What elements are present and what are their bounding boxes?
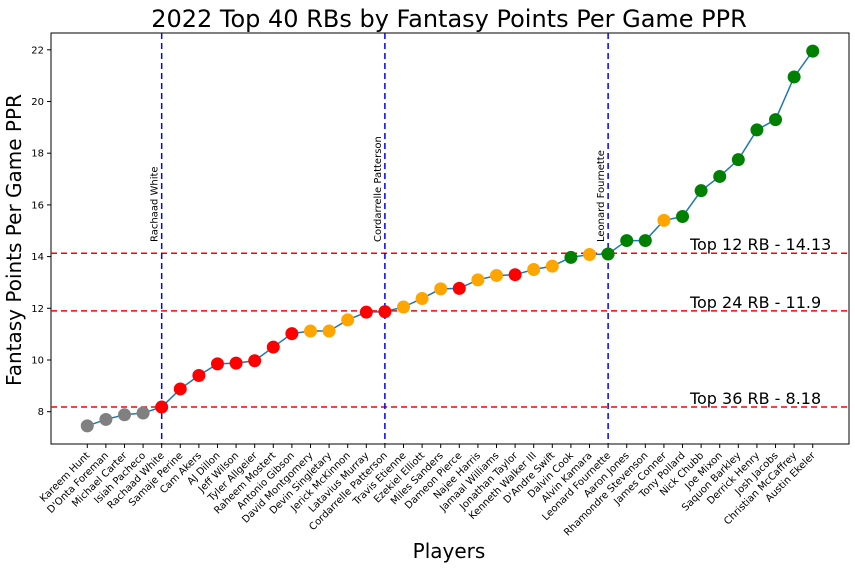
threshold-label: Top 24 RB - 11.9: [689, 293, 821, 312]
data-point: [303, 324, 317, 338]
data-point: [359, 305, 373, 319]
data-point: [341, 313, 355, 327]
y-tick-label: 18: [31, 149, 44, 160]
y-tick-label: 12: [31, 304, 44, 315]
data-point: [787, 70, 801, 84]
y-tick-label: 22: [31, 45, 44, 56]
data-point: [713, 169, 727, 183]
data-point: [322, 324, 336, 338]
data-point: [545, 259, 559, 273]
threshold-label: Top 12 RB - 14.13: [689, 235, 831, 254]
data-point: [378, 305, 392, 319]
data-point: [620, 234, 634, 248]
series-line: [87, 50, 814, 427]
marker-label: Leonard Fournette: [596, 150, 607, 242]
y-tick-label: 8: [38, 407, 44, 418]
y-tick-label: 10: [31, 355, 44, 366]
data-point: [750, 123, 764, 137]
data-point: [229, 356, 243, 370]
data-point: [508, 268, 522, 282]
data-point: [266, 340, 280, 354]
data-point: [80, 419, 94, 433]
data-point: [694, 184, 708, 198]
y-tick-label: 16: [31, 200, 44, 211]
data-point: [452, 281, 466, 295]
data-point: [731, 153, 745, 167]
x-axis-label: Players: [413, 539, 486, 563]
data-point: [285, 327, 299, 341]
data-point: [434, 282, 448, 296]
data-point: [601, 247, 615, 261]
marker-label: Cordarrelle Patterson: [373, 136, 384, 242]
data-point: [117, 408, 131, 422]
data-point: [583, 248, 597, 262]
data-point: [155, 400, 169, 414]
data-point: [657, 213, 671, 227]
data-point: [192, 369, 206, 382]
data-point: [490, 268, 504, 282]
data-point: [769, 113, 783, 127]
plot-frame: [50, 32, 850, 445]
data-point: [471, 273, 485, 287]
data-point: [248, 354, 262, 368]
data-point: [136, 406, 150, 420]
data-point: [564, 250, 578, 264]
data-point: [210, 357, 224, 371]
data-point: [99, 412, 113, 426]
data-point: [415, 291, 429, 305]
data-point: [806, 44, 820, 58]
threshold-label: Top 36 RB - 8.18: [689, 389, 821, 408]
data-point: [396, 300, 410, 314]
y-tick-label: 14: [31, 252, 44, 263]
chart-title: 2022 Top 40 RBs by Fantasy Points Per Ga…: [151, 5, 747, 33]
data-point: [173, 382, 187, 396]
y-tick-label: 20: [31, 97, 44, 108]
y-axis-label: Fantasy Points Per Game PPR: [2, 94, 26, 386]
data-point: [676, 210, 690, 224]
data-point: [638, 234, 652, 248]
marker-label: Rachaad White: [150, 166, 161, 242]
data-point: [527, 263, 541, 277]
